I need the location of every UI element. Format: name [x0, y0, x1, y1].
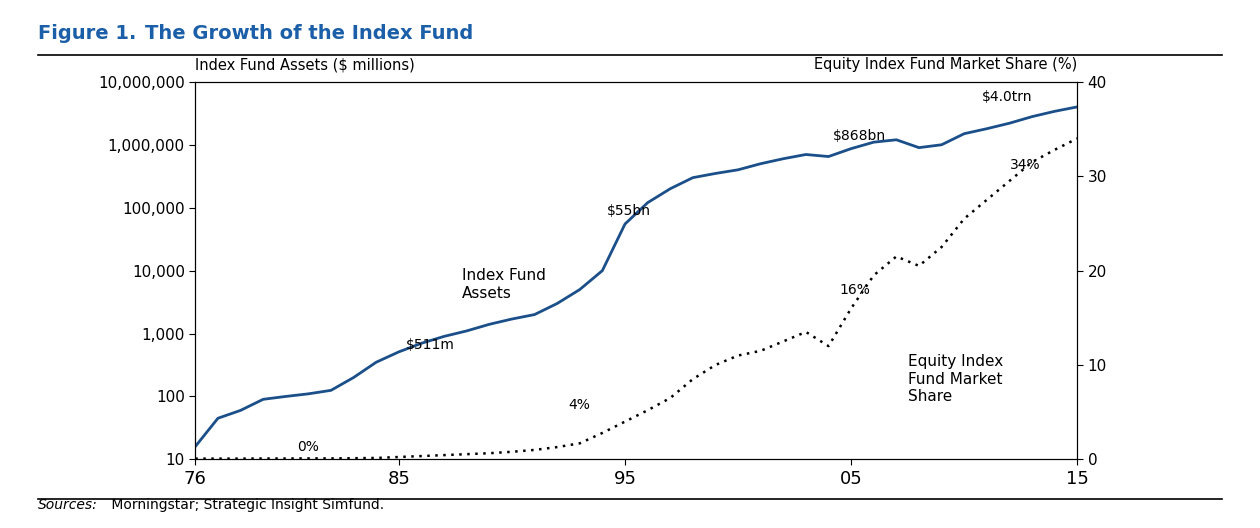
Text: 34%: 34% — [1009, 157, 1040, 172]
Text: Equity Index
Fund Market
Share: Equity Index Fund Market Share — [907, 354, 1003, 404]
Text: $511m: $511m — [406, 338, 455, 352]
Text: $4.0trn: $4.0trn — [983, 90, 1033, 103]
Text: 4%: 4% — [568, 398, 591, 412]
Text: $55bn: $55bn — [607, 204, 651, 218]
Text: Index Fund
Assets: Index Fund Assets — [462, 268, 546, 301]
Text: Equity Index Fund Market Share (%): Equity Index Fund Market Share (%) — [814, 58, 1077, 72]
Text: The Growth of the Index Fund: The Growth of the Index Fund — [145, 24, 474, 43]
Text: 16%: 16% — [840, 283, 871, 297]
Text: Morningstar; Strategic Insight Simfund.: Morningstar; Strategic Insight Simfund. — [107, 498, 384, 512]
Text: 0%: 0% — [297, 440, 319, 454]
Text: $868bn: $868bn — [833, 129, 886, 144]
Text: Index Fund Assets ($ millions): Index Fund Assets ($ millions) — [195, 58, 415, 72]
Text: Sources:: Sources: — [38, 498, 97, 512]
Text: Figure 1.: Figure 1. — [38, 24, 136, 43]
